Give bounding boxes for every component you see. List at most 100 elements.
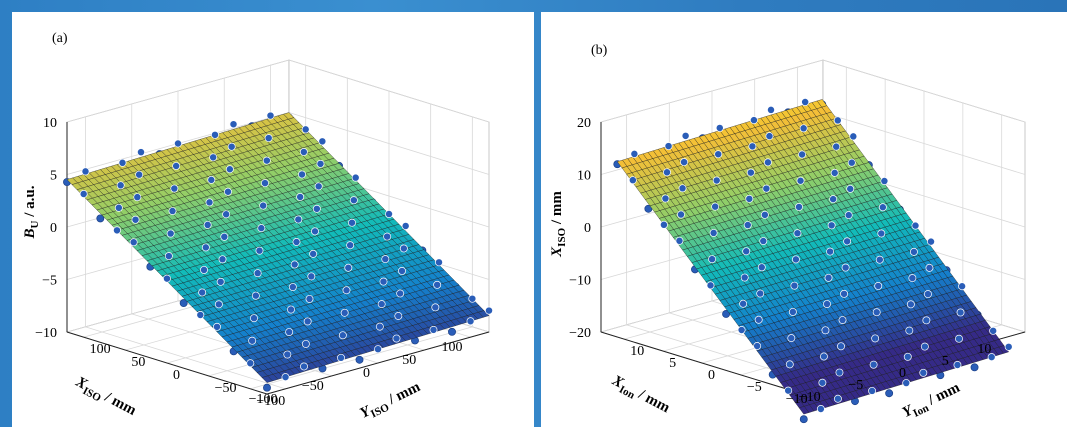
data-point [661,194,670,203]
data-point [385,210,393,219]
data-point [287,305,295,314]
data-point [748,142,757,151]
z-tick-label: 0 [584,221,591,236]
data-point [765,132,774,141]
data-point [375,322,384,331]
data-point [746,168,755,177]
data-point [257,224,266,233]
data-point [129,238,138,247]
data-point [262,156,271,165]
data-point [818,378,827,387]
data-point [301,125,310,134]
data-point [227,142,236,151]
data-point [355,355,364,364]
data-point [628,176,637,185]
data-point [739,299,748,308]
data-point [877,229,886,238]
data-point [878,203,887,212]
y-tick-label: 10 [630,344,644,359]
data-point [131,215,140,224]
data-point [344,263,353,272]
data-point [163,274,171,283]
data-point [885,389,894,398]
data-point [96,214,105,223]
data-point [801,98,810,106]
data-point [294,215,303,224]
surface-plot-b: 20 10 0 −10 −20 10 5 0 −5 −10 10 5 0 −5 −10 XISO / mm XI… [549,43,1027,424]
panel-label: (b) [591,43,608,58]
data-point [919,368,928,377]
data-point [756,289,765,298]
y-tick-label: 50 [131,355,145,370]
y-tick-label: −10 [786,392,808,407]
y-tick-label: 5 [669,356,676,371]
data-point [340,308,349,317]
data-point [318,137,327,146]
data-point [675,236,684,245]
y-tick-label: 0 [708,368,715,383]
data-point [314,182,323,191]
data-point [337,353,345,362]
data-point [956,308,965,317]
data-point [953,360,962,369]
data-point [288,283,297,291]
data-point [925,263,934,272]
data-point [709,228,718,237]
data-point [116,181,125,190]
x-tick-label: −10 [799,390,821,405]
z-tick-label: −10 [35,326,57,341]
data-point [374,345,382,354]
x-axis-line [66,331,268,395]
data-point [179,299,188,308]
data-point [170,184,179,193]
data-point [383,232,392,241]
data-point [681,131,690,140]
data-point [708,255,717,264]
data-point [905,326,914,335]
data-point [680,158,689,167]
axis-titles: BU / a.u. XISO / mm YISO / mm [22,185,423,422]
data-point [168,207,177,215]
data-point [927,237,935,246]
data-point [1004,342,1013,351]
data-point [377,300,386,309]
data-point [784,386,793,395]
data-point [209,153,218,162]
surface-cell [261,375,273,383]
data-point [630,149,639,158]
data-point [785,360,794,369]
data-point [312,204,321,213]
data-point [301,339,310,348]
x-tick-label: 50 [402,353,416,368]
data-point [871,334,880,343]
data-point [198,288,207,297]
data-point [216,277,225,286]
data-point [835,368,844,377]
data-point [114,203,123,212]
data-point [396,289,405,298]
data-point [909,247,918,256]
data-point [246,359,255,368]
data-point [250,314,258,323]
data-point [207,175,216,184]
data-point [823,300,831,308]
data-point [715,124,724,132]
data-point [248,336,257,345]
data-point [296,193,305,201]
data-point [133,193,142,202]
data-point [826,247,835,256]
data-point [796,176,805,185]
data-point [843,237,852,246]
data-point [172,162,181,170]
data-point [714,150,723,159]
data-point [759,237,768,246]
z-tick-label: 0 [50,221,57,236]
data-point [211,130,219,139]
data-point [220,232,229,241]
data-point [958,282,967,291]
data-point [678,184,687,193]
data-point [837,342,845,351]
data-point [869,360,878,369]
data-point [819,352,828,361]
